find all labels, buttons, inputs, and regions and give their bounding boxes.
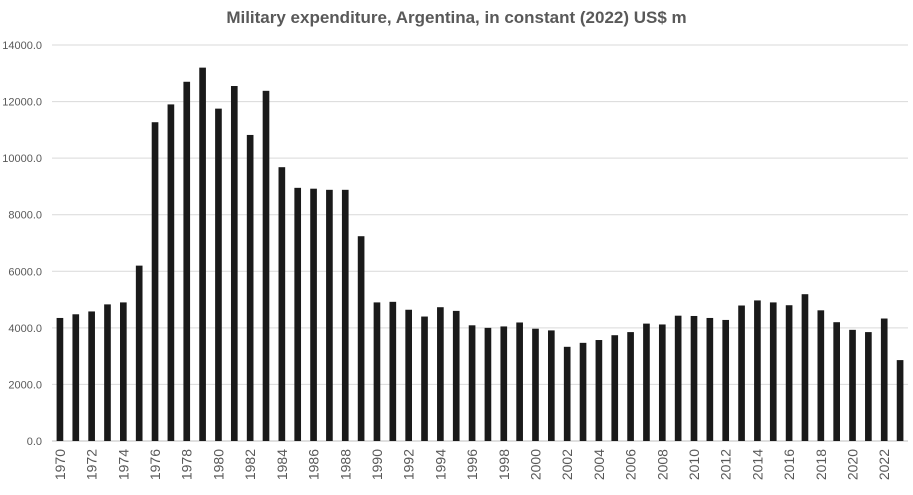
bar-2000 <box>532 328 539 441</box>
bar-1976 <box>151 122 159 441</box>
bar-2015 <box>769 302 777 441</box>
bar-1993 <box>421 316 428 441</box>
bar-1978 <box>183 81 191 442</box>
bar-2007 <box>643 323 650 441</box>
bar-1981 <box>230 86 238 441</box>
bar-2010 <box>690 315 698 441</box>
bar-1990 <box>373 302 381 441</box>
x-tick-label: 2020 <box>845 449 861 480</box>
x-tick-label: 1970 <box>52 449 68 480</box>
x-tick-label: 1976 <box>147 449 163 480</box>
bar-1989 <box>357 236 365 441</box>
x-tick-label: 1990 <box>369 449 385 480</box>
x-tick-label: 2014 <box>749 449 765 480</box>
bar-1999 <box>516 322 523 441</box>
bar-1994 <box>437 307 444 441</box>
bar-1980 <box>215 108 222 441</box>
x-tick-label: 1994 <box>432 449 448 480</box>
x-tick-label: 2010 <box>686 449 702 480</box>
x-tick-label: 2004 <box>591 449 607 480</box>
y-tick-label: 4000.0 <box>8 323 42 335</box>
bar-1983 <box>262 90 270 441</box>
bar-1995 <box>452 310 460 441</box>
x-tick-label: 2002 <box>559 449 575 480</box>
x-tick-label: 2022 <box>876 449 892 480</box>
y-axis-ticks: 0.0 2000.0 4000.0 6000.0 8000.0 10000.0 12000.… <box>2 40 42 448</box>
x-tick-label: 1988 <box>337 449 353 480</box>
x-tick-label: 1996 <box>464 449 480 480</box>
x-tick-label: 2016 <box>781 449 797 480</box>
bar-2001 <box>548 330 555 441</box>
bar-2008 <box>658 324 666 441</box>
bar-2012 <box>722 319 730 441</box>
bar-2020 <box>849 329 856 441</box>
bar-2019 <box>833 322 840 441</box>
bar-2006 <box>627 332 634 441</box>
bar-1987 <box>326 189 333 441</box>
bar-1977 <box>167 104 175 442</box>
bar-2023 <box>896 360 904 441</box>
bar-1998 <box>500 326 508 441</box>
x-tick-label: 2008 <box>654 449 670 480</box>
bar-2022 <box>880 318 888 441</box>
bar-2004 <box>595 340 603 441</box>
bar-1992 <box>405 309 412 441</box>
x-tick-label: 1982 <box>242 449 258 480</box>
x-tick-label: 1972 <box>84 449 100 480</box>
bar-1984 <box>278 167 286 441</box>
y-tick-label: 14000.0 <box>2 40 42 52</box>
bar-1974 <box>120 302 127 441</box>
x-tick-label: 1986 <box>306 449 322 480</box>
bar-1986 <box>310 188 317 441</box>
gridlines <box>52 44 908 442</box>
bar-2017 <box>801 294 809 441</box>
x-tick-label: 1992 <box>401 449 417 480</box>
y-tick-label: 12000.0 <box>2 97 42 109</box>
y-tick-label: 2000.0 <box>8 379 42 391</box>
x-tick-label: 1978 <box>179 449 195 480</box>
x-tick-label: 2006 <box>623 449 639 480</box>
bar-1997 <box>484 327 492 441</box>
bar-2018 <box>817 310 825 441</box>
x-axis-ticks: 1970 1972 1974 1976 1978 1980 1982 1984 1986 1988… <box>52 449 892 480</box>
bar-1971 <box>72 314 80 441</box>
bar-1996 <box>468 325 476 441</box>
bar-2002 <box>563 346 571 441</box>
bar-1973 <box>104 304 111 441</box>
x-tick-label: 1984 <box>274 449 290 480</box>
bar-2003 <box>579 342 587 441</box>
bar-2021 <box>865 332 872 441</box>
bar-2014 <box>754 300 761 441</box>
x-tick-label: 2018 <box>813 449 829 480</box>
bar-1975 <box>135 265 143 441</box>
bar-2011 <box>706 317 714 441</box>
bar-1970 <box>56 317 64 441</box>
x-tick-label: 2000 <box>527 449 543 480</box>
x-tick-label: 1998 <box>496 449 512 480</box>
x-tick-label: 1974 <box>115 449 131 480</box>
y-tick-label: 0.0 <box>27 436 42 448</box>
bar-2013 <box>738 305 745 441</box>
x-tick-label: 2012 <box>718 449 734 480</box>
y-tick-label: 6000.0 <box>8 266 42 278</box>
y-tick-label: 10000.0 <box>2 153 42 165</box>
x-tick-label: 1980 <box>210 449 226 480</box>
bar-2009 <box>674 315 682 441</box>
bar-2016 <box>785 305 793 441</box>
bar-1979 <box>199 67 206 441</box>
bar-1972 <box>88 311 95 441</box>
bar-1988 <box>341 189 349 441</box>
bar-2005 <box>611 335 619 441</box>
bar-1991 <box>389 301 397 441</box>
bars <box>56 67 904 442</box>
chart-title: Military expenditure, Argentina, in cons… <box>226 8 687 27</box>
bar-1985 <box>294 187 302 441</box>
bar-1982 <box>246 134 254 441</box>
y-tick-label: 8000.0 <box>8 210 42 222</box>
